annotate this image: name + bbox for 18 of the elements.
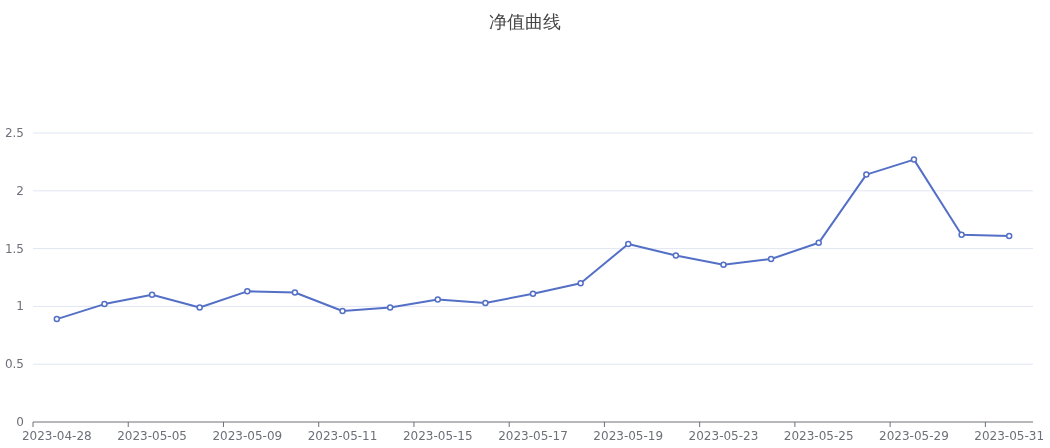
x-tick-label: 2023-05-11 bbox=[307, 429, 378, 443]
y-tick-label: 1 bbox=[16, 299, 24, 314]
x-tick-label: 2023-05-15 bbox=[402, 429, 473, 443]
y-tick-label: 0 bbox=[16, 415, 24, 429]
y-tick-label: 2.5 bbox=[4, 126, 24, 140]
x-tick-label: 2023-04-28 bbox=[21, 429, 92, 443]
y-tick-label: 2 bbox=[16, 183, 24, 198]
y-tick-label: 0.5 bbox=[4, 357, 24, 372]
x-tick-label: 2023-05-09 bbox=[212, 429, 283, 443]
chart-title: 净值曲线 bbox=[489, 11, 561, 32]
x-tick-label: 2023-05-05 bbox=[117, 429, 187, 443]
x-tick-label: 2023-05-31 bbox=[974, 429, 1045, 443]
x-tick-label: 2023-05-19 bbox=[593, 429, 664, 443]
x-tick-label: 2023-05-17 bbox=[498, 429, 568, 443]
x-tick-label: 2023-05-29 bbox=[879, 429, 949, 443]
x-tick-label: 2023-05-23 bbox=[688, 429, 759, 443]
y-tick-label: 1.5 bbox=[4, 241, 24, 256]
x-tick-label: 2023-05-25 bbox=[783, 429, 854, 443]
